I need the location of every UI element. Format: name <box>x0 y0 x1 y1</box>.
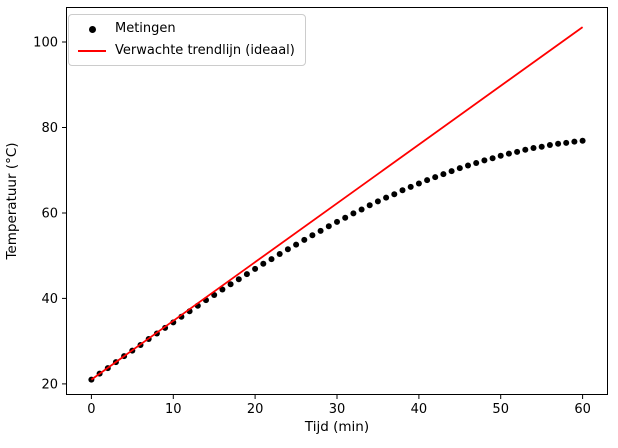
svg-text:30: 30 <box>329 402 346 417</box>
y-ticks: 20 40 60 80 100 <box>33 36 66 392</box>
legend: Metingen Verwachte trendlijn (ideaal) <box>68 14 306 66</box>
y-axis-label: Temperatuur (°C) <box>4 142 20 260</box>
svg-text:10: 10 <box>165 402 182 417</box>
plot-border <box>66 7 608 395</box>
svg-text:100: 100 <box>33 36 58 51</box>
legend-item-trendlijn: Verwachte trendlijn (ideaal) <box>78 41 295 61</box>
legend-handle <box>78 25 106 33</box>
svg-text:80: 80 <box>41 121 58 136</box>
legend-label-metingen: Metingen <box>115 21 176 36</box>
svg-text:20: 20 <box>41 377 58 392</box>
svg-text:40: 40 <box>41 292 58 307</box>
legend-label-trendlijn: Verwachte trendlijn (ideaal) <box>115 43 295 58</box>
trendline-marker-icon <box>78 49 106 53</box>
svg-text:60: 60 <box>41 207 58 222</box>
x-axis-label: Tijd (min) <box>304 419 369 435</box>
legend-handle <box>78 49 106 53</box>
measurements-series <box>88 137 586 383</box>
svg-text:40: 40 <box>411 402 428 417</box>
scatter-marker-icon <box>88 25 96 33</box>
svg-text:60: 60 <box>574 402 591 417</box>
x-ticks: 0 10 20 30 40 50 60 <box>87 395 591 417</box>
svg-text:50: 50 <box>492 402 509 417</box>
trendline-series <box>90 26 584 381</box>
svg-text:20: 20 <box>247 402 264 417</box>
svg-text:0: 0 <box>87 402 95 417</box>
legend-item-metingen: Metingen <box>78 19 295 39</box>
